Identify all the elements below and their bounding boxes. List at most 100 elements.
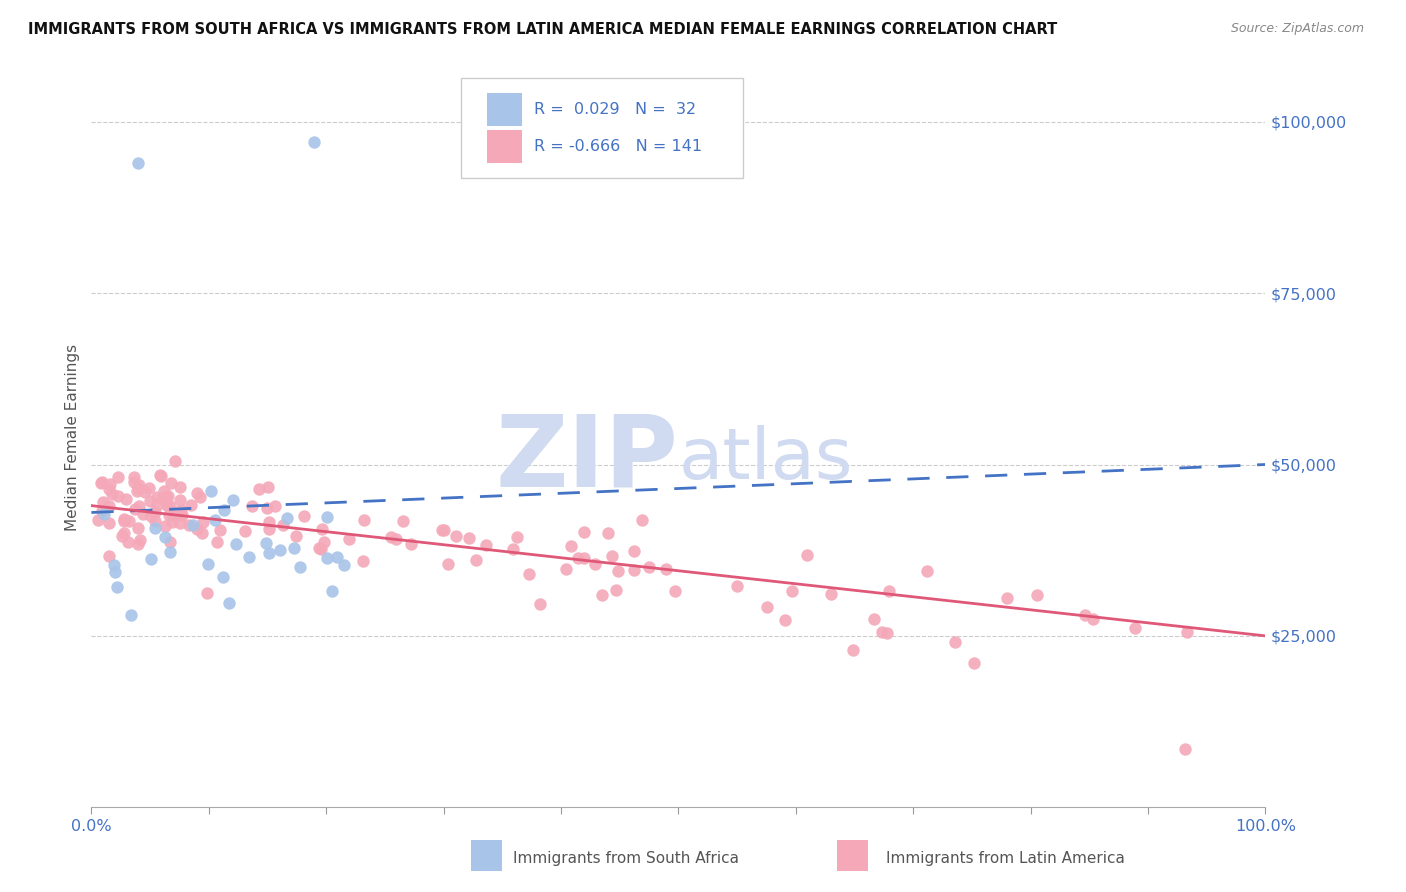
- Point: [186, 522, 208, 536]
- Point: [606, 565, 628, 579]
- FancyBboxPatch shape: [486, 130, 522, 163]
- Point: [256, 501, 278, 516]
- Point: [139, 509, 162, 524]
- Point: [122, 475, 145, 490]
- Point: [554, 561, 576, 575]
- Point: [502, 542, 524, 557]
- Text: Immigrants from Latin America: Immigrants from Latin America: [886, 852, 1125, 866]
- Point: [204, 513, 226, 527]
- Point: [118, 514, 141, 528]
- Point: [159, 545, 181, 559]
- Point: [127, 521, 149, 535]
- Point: [122, 469, 145, 483]
- Point: [446, 529, 468, 543]
- Point: [186, 486, 208, 500]
- Point: [876, 626, 898, 640]
- Point: [114, 492, 136, 507]
- Point: [183, 518, 205, 533]
- Point: [780, 583, 803, 598]
- Point: [943, 635, 966, 649]
- Point: [127, 481, 149, 495]
- Point: [560, 539, 582, 553]
- Point: [655, 562, 678, 576]
- Point: [87, 513, 110, 527]
- Point: [401, 537, 423, 551]
- Point: [333, 558, 356, 573]
- Point: [205, 534, 228, 549]
- Point: [128, 499, 150, 513]
- Point: [457, 532, 479, 546]
- Point: [475, 538, 498, 552]
- Point: [304, 136, 326, 150]
- Point: [124, 501, 146, 516]
- Point: [638, 559, 661, 574]
- Point: [143, 505, 166, 519]
- Point: [209, 524, 232, 538]
- Point: [112, 514, 135, 528]
- Point: [107, 470, 129, 484]
- Point: [605, 582, 627, 597]
- Text: Source: ZipAtlas.com: Source: ZipAtlas.com: [1230, 22, 1364, 36]
- Point: [169, 493, 191, 508]
- Point: [257, 515, 280, 529]
- Point: [104, 566, 127, 580]
- Point: [163, 508, 186, 523]
- Point: [315, 551, 337, 566]
- Point: [120, 608, 142, 623]
- Point: [311, 522, 333, 536]
- Point: [995, 591, 1018, 606]
- Point: [321, 583, 343, 598]
- Point: [247, 482, 270, 496]
- FancyBboxPatch shape: [486, 93, 522, 126]
- Point: [1074, 608, 1097, 623]
- Point: [197, 558, 219, 572]
- Point: [149, 468, 172, 483]
- Point: [437, 557, 460, 571]
- Point: [165, 454, 187, 468]
- Point: [127, 156, 149, 170]
- Point: [506, 529, 529, 543]
- Point: [110, 528, 132, 542]
- Point: [283, 541, 305, 555]
- Point: [157, 508, 180, 523]
- Point: [159, 534, 181, 549]
- Point: [212, 503, 235, 517]
- Point: [155, 519, 177, 533]
- Point: [128, 477, 150, 491]
- Point: [129, 533, 152, 547]
- Point: [863, 612, 886, 626]
- Point: [1174, 742, 1197, 756]
- Point: [879, 584, 901, 599]
- Point: [225, 536, 247, 550]
- Point: [191, 526, 214, 541]
- Point: [160, 516, 183, 530]
- Point: [294, 509, 316, 524]
- Point: [97, 516, 120, 530]
- Point: [433, 524, 456, 538]
- Point: [572, 524, 595, 539]
- Point: [591, 588, 613, 602]
- Point: [315, 509, 337, 524]
- Text: R =  0.029   N =  32: R = 0.029 N = 32: [534, 102, 696, 117]
- Point: [380, 531, 402, 545]
- Point: [170, 503, 193, 517]
- Point: [567, 550, 589, 565]
- Point: [93, 507, 115, 521]
- Point: [107, 489, 129, 503]
- Point: [156, 499, 179, 513]
- Point: [529, 598, 551, 612]
- Point: [139, 493, 162, 508]
- Point: [153, 484, 176, 499]
- Point: [269, 542, 291, 557]
- Point: [98, 476, 121, 491]
- Y-axis label: Median Female Earnings: Median Female Earnings: [65, 343, 80, 531]
- Point: [1123, 621, 1146, 635]
- Point: [517, 567, 540, 582]
- Point: [143, 514, 166, 528]
- FancyBboxPatch shape: [461, 78, 742, 178]
- Point: [152, 491, 174, 506]
- Point: [145, 498, 167, 512]
- Point: [257, 480, 280, 494]
- Point: [432, 523, 454, 537]
- Point: [917, 564, 939, 578]
